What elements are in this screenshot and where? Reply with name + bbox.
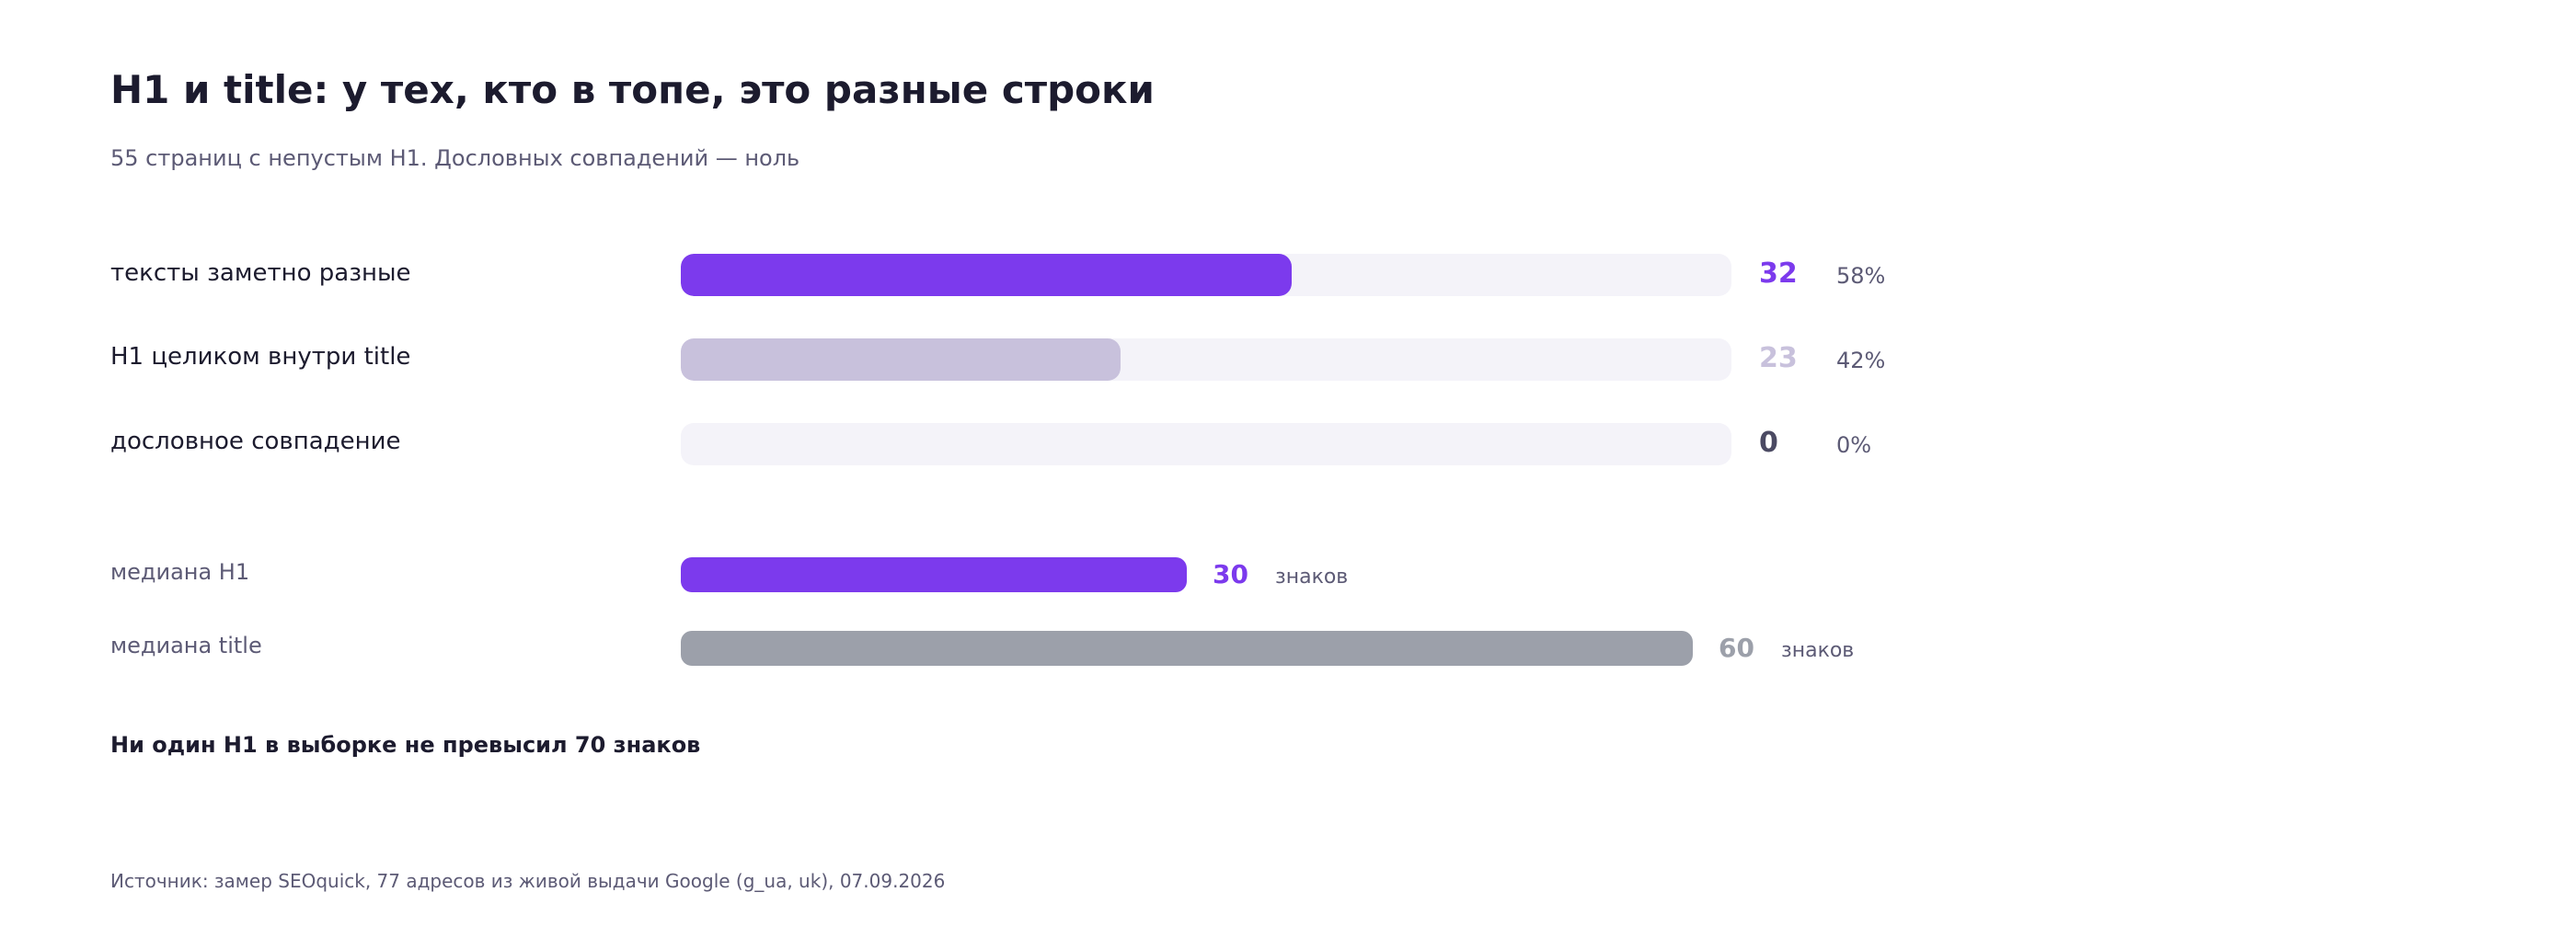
bar-track-inside-title (681, 338, 1731, 381)
bar-track-different (681, 254, 1731, 296)
median-value-h1: 30 (1213, 559, 1248, 589)
median-label-title: медиана title (110, 633, 262, 658)
source-note: Источник: замер SEOquick, 77 адресов из … (110, 870, 946, 892)
median-label-h1: медиана H1 (110, 559, 250, 585)
chart-title: H1 и title: у тех, кто в топе, это разны… (110, 67, 1155, 112)
median-unit-h1: знаков (1275, 566, 1349, 589)
count-different: 32 (1759, 257, 1798, 290)
count-inside-title: 23 (1759, 342, 1798, 374)
percent-exact-match: 0% (1836, 432, 1872, 458)
bar-different (681, 254, 1292, 296)
median-value-title: 60 (1719, 633, 1754, 663)
bar-inside-title (681, 338, 1121, 381)
median-unit-title: знаков (1781, 639, 1855, 662)
bar-track-exact-match (681, 423, 1731, 465)
chart-subtitle: 55 страниц с непустым H1. Дословных совп… (110, 145, 800, 171)
row-label-exact-match: дословное совпадение (110, 428, 401, 455)
percent-inside-title: 42% (1836, 348, 1886, 373)
median-bar-title (681, 631, 1693, 666)
key-note: Ни один H1 в выборке не превысил 70 знак… (110, 732, 701, 758)
row-label-inside-title: H1 целиком внутри title (110, 343, 411, 371)
median-bar-h1 (681, 557, 1187, 592)
row-label-different: тексты заметно разные (110, 259, 411, 287)
percent-different: 58% (1836, 263, 1886, 289)
count-exact-match: 0 (1759, 427, 1778, 459)
